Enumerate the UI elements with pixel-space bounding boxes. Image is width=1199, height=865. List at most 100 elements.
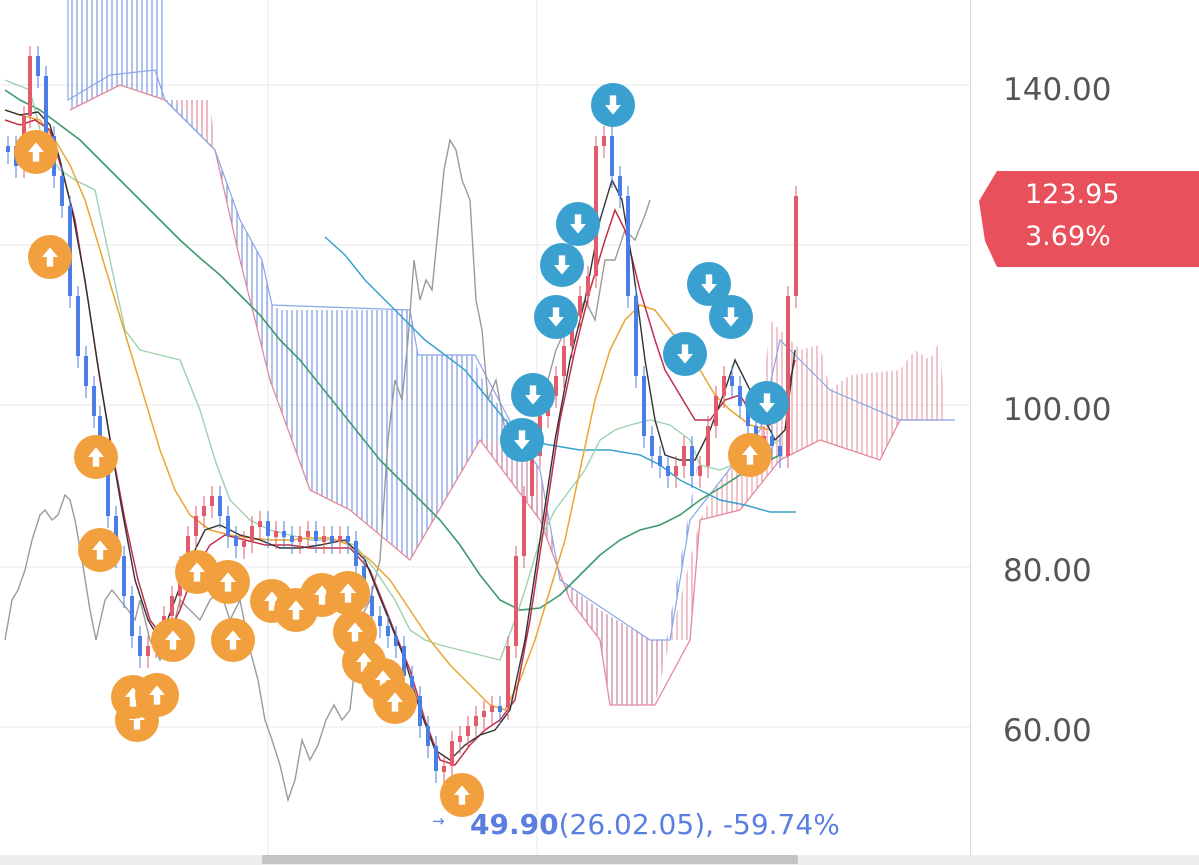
up-arrow-icon	[74, 435, 118, 479]
down-arrow-icon	[534, 295, 578, 339]
up-arrow-icon	[151, 618, 195, 662]
candle-body	[354, 541, 358, 566]
cloud-bear-top	[68, 0, 700, 705]
y-tick-label: 60.00	[1003, 713, 1092, 749]
low-price-date: (26.02.05)	[558, 808, 706, 841]
candle-body	[578, 296, 582, 316]
cloud-bull-region-2	[480, 320, 945, 705]
moving-average-short	[4, 119, 796, 766]
current-price-value: 123.95	[1025, 179, 1120, 210]
cloud-bull-region-1	[165, 100, 215, 150]
down-arrow-icon	[540, 243, 584, 287]
candle-body	[6, 146, 10, 152]
price-tag-shape	[979, 171, 1199, 267]
candle-body	[122, 556, 126, 596]
candle-body	[458, 736, 462, 742]
candle-body	[258, 521, 262, 527]
up-arrow-icon	[728, 433, 772, 477]
candle-body	[522, 496, 526, 556]
candle-body	[378, 616, 382, 626]
low-price-change: , -59.74%	[705, 808, 840, 841]
candle-body	[92, 386, 96, 416]
candle-body	[642, 376, 646, 436]
candle-body	[658, 456, 662, 466]
candle-body	[426, 726, 430, 746]
y-tick-label: 100.00	[1003, 392, 1112, 428]
candle-body	[778, 446, 782, 456]
low-price-annotation: 49.90(26.02.05), -59.74%	[432, 808, 840, 841]
moving-average-mid	[4, 109, 771, 711]
up-arrow-icon	[78, 528, 122, 572]
candle-body	[594, 146, 598, 276]
candle-body	[338, 536, 342, 542]
low-marker-arrow: →	[432, 812, 445, 830]
candle-body	[602, 136, 606, 146]
candle-body	[674, 466, 678, 476]
down-arrow-icon	[511, 373, 555, 417]
candle-body	[138, 636, 142, 656]
candle-body	[434, 746, 438, 771]
candle-body	[330, 536, 334, 542]
candle-body	[442, 766, 446, 772]
candle-body	[482, 711, 486, 717]
candle-body	[282, 531, 286, 537]
candle-body	[506, 646, 510, 708]
candle-body	[402, 646, 406, 676]
candle-body	[554, 376, 558, 396]
candle-body	[60, 176, 64, 206]
candle-body	[786, 296, 790, 456]
candle-body	[698, 466, 702, 476]
chart-plot-area[interactable]: → 49.90(26.02.05), -59.74%	[0, 0, 970, 855]
candle-body	[28, 56, 32, 116]
horizontal-scrollbar-thumb[interactable]	[262, 855, 798, 864]
candle-body	[498, 706, 502, 712]
candle-body	[346, 536, 350, 542]
candle-body	[314, 531, 318, 541]
candle-body	[586, 276, 590, 296]
candle-body	[770, 436, 774, 446]
candle-body	[298, 536, 302, 542]
candle-body	[746, 406, 750, 426]
price-chart[interactable]	[0, 0, 970, 855]
y-tick-label: 140.00	[1003, 72, 1112, 108]
candle-body	[626, 196, 630, 296]
candle-body	[274, 531, 278, 537]
candle-body	[146, 646, 150, 656]
sell-signals	[500, 83, 789, 462]
candle-body	[250, 526, 254, 541]
up-arrow-icon	[211, 618, 255, 662]
candle-body	[794, 196, 798, 296]
up-arrow-icon	[440, 773, 484, 817]
candle-body	[386, 626, 390, 636]
candle-body	[266, 521, 270, 536]
down-arrow-icon	[591, 83, 635, 127]
candle-body	[450, 741, 454, 766]
up-arrow-icon	[206, 560, 250, 604]
candle-body	[530, 456, 534, 496]
candle-body	[666, 466, 670, 476]
candle-body	[650, 436, 654, 456]
candle-body	[226, 516, 230, 536]
candle-body	[194, 516, 198, 536]
candle-body	[218, 496, 222, 516]
candle-body	[84, 356, 88, 386]
candle-body	[738, 386, 742, 406]
candle-body	[514, 556, 518, 646]
up-arrow-icon	[28, 235, 72, 279]
candle-body	[242, 541, 246, 547]
down-arrow-icon	[556, 202, 600, 246]
candle-body	[106, 466, 110, 516]
candle-body	[394, 636, 398, 646]
candle-body	[290, 536, 294, 542]
ichimoku-cloud	[67, 0, 955, 706]
candle-body	[562, 346, 566, 376]
candle-body	[722, 376, 726, 396]
down-arrow-icon	[500, 418, 544, 462]
candle-body	[44, 76, 48, 136]
candle-body	[706, 426, 710, 466]
candle-body	[634, 296, 638, 376]
candle-body	[130, 596, 134, 636]
down-arrow-icon	[745, 381, 789, 425]
price-axis[interactable]: 140.00 100.00 80.00 60.00 123.95 3.69%	[970, 0, 1199, 865]
current-price-tag: 123.95 3.69%	[979, 171, 1199, 267]
